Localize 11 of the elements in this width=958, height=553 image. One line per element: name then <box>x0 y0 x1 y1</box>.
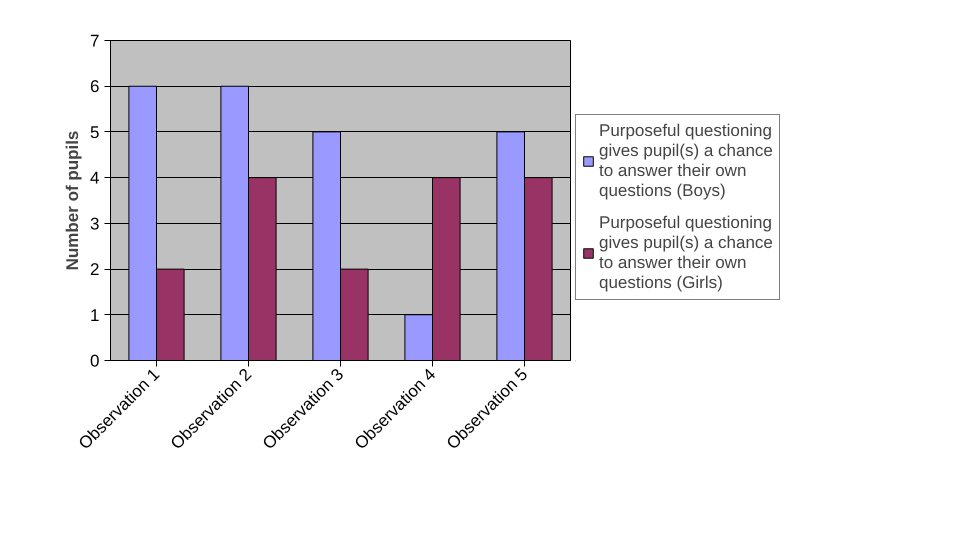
y-tick-label: 4 <box>90 168 100 188</box>
y-tick-label: 2 <box>90 260 100 280</box>
y-axis-title: Number of pupils <box>63 130 82 270</box>
legend-label: Purposeful questioning gives pupil(s) a chance to answer their own questions (Boys) <box>599 121 773 201</box>
y-tick-label: 6 <box>90 77 100 96</box>
y-tick-label: 7 <box>90 32 100 50</box>
y-tick-label: 0 <box>90 352 100 370</box>
y-tick-label: 5 <box>90 122 100 142</box>
y-tick-label: 1 <box>90 306 100 325</box>
legend-label: Purposeful questioning gives pupil(s) a chance to answer their own questions (Girls) <box>599 213 773 293</box>
y-tick-label: 3 <box>90 214 100 234</box>
